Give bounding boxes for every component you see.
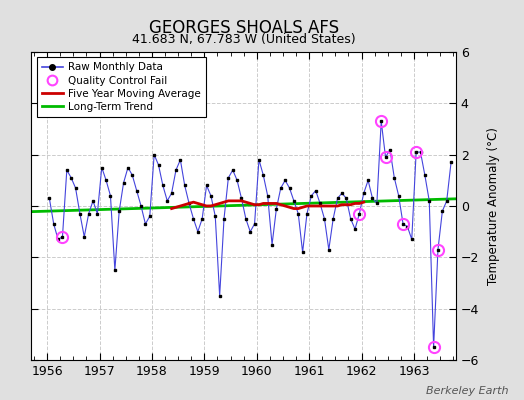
Text: 41.683 N, 67.783 W (United States): 41.683 N, 67.783 W (United States): [132, 33, 355, 46]
Text: Berkeley Earth: Berkeley Earth: [426, 386, 508, 396]
Title: GEORGES SHOALS AFS: GEORGES SHOALS AFS: [149, 18, 339, 36]
Y-axis label: Temperature Anomaly (°C): Temperature Anomaly (°C): [487, 127, 500, 285]
Legend: Raw Monthly Data, Quality Control Fail, Five Year Moving Average, Long-Term Tren: Raw Monthly Data, Quality Control Fail, …: [37, 57, 206, 117]
